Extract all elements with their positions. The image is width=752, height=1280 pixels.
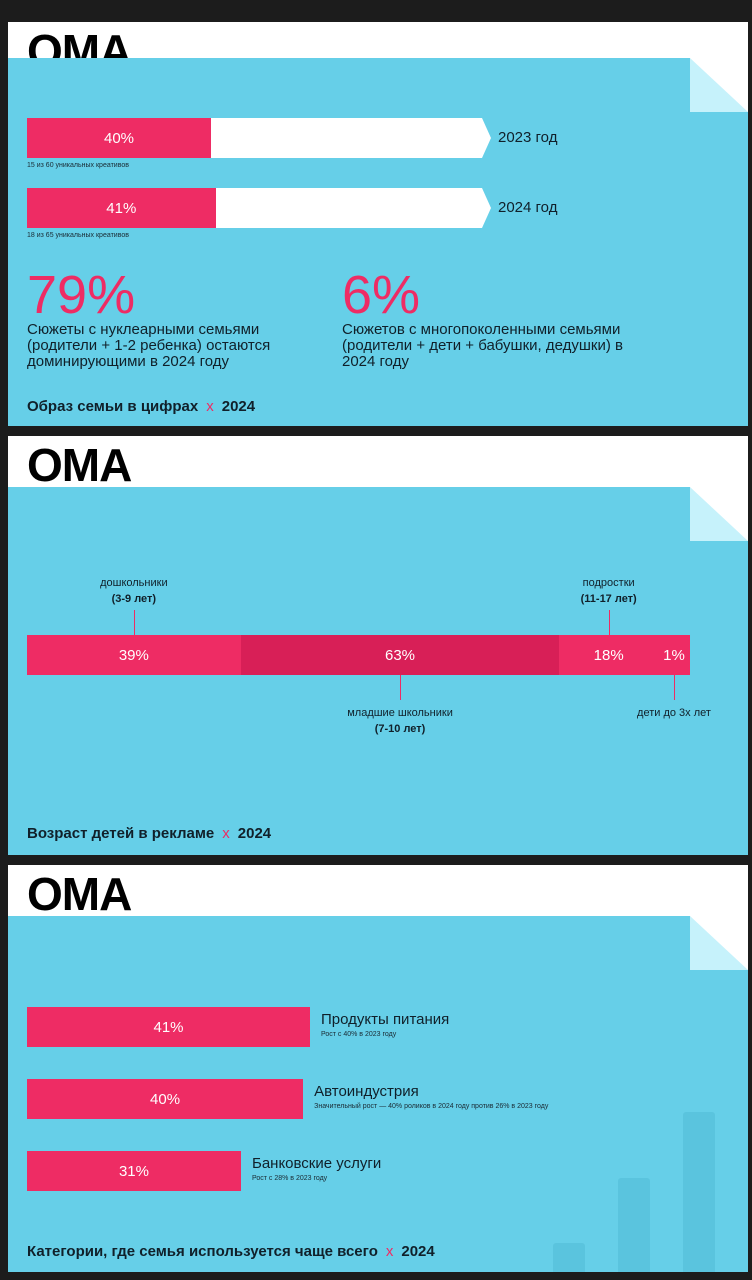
footer-title: Категории, где семья используется чаще в…	[27, 1243, 378, 1260]
callout-range: (3-9 лет)	[111, 593, 157, 605]
callout-name: дошкольники	[100, 577, 168, 589]
callout-range: (7-10 лет)	[374, 723, 426, 735]
footer-sep: x	[222, 825, 230, 842]
slide-footer: Возраст детей в рекламе x 2024	[27, 825, 271, 842]
slide-footer: Категории, где семья используется чаще в…	[27, 1243, 435, 1260]
age-segment: 39%	[27, 635, 241, 675]
decorative-bar	[553, 1243, 585, 1272]
bar-note: 18 из 65 уникальных креативов	[27, 232, 129, 239]
category-bar: 40%	[27, 1079, 304, 1119]
footer-year: 2024	[221, 398, 256, 415]
decorative-bar	[683, 1112, 715, 1272]
segment-label: 18%	[593, 646, 624, 664]
bar-fill: 40%	[27, 118, 211, 158]
category-name: Банковские услуги	[251, 1155, 382, 1172]
slide-children-age: OMA 39% дошкольники (3-9 лет) 63% младшие …	[8, 436, 748, 855]
category-note: Значительный рост — 40% роликов в 2024 г…	[314, 1103, 549, 1110]
stat-nuclear: 79% Сюжеты с нуклеарными семьями (родите…	[27, 268, 307, 370]
category-bar: 31%	[27, 1151, 241, 1191]
age-segment: 63%	[240, 635, 560, 675]
stat-value: 79%	[27, 265, 136, 325]
bar-label: 31%	[118, 1162, 149, 1180]
bar-label: 40%	[103, 129, 135, 147]
footer-sep: x	[206, 398, 214, 415]
callout-name: подростки	[582, 577, 635, 589]
year-bar: 40%	[27, 118, 497, 158]
callout-name: младшие школьники	[347, 707, 453, 719]
segment-callout: дети до 3х лет	[604, 705, 744, 721]
callout-range: (11-17 лет)	[580, 593, 637, 605]
callout-name: дети до 3х лет	[637, 707, 711, 719]
bar-year: 2023 год	[498, 129, 558, 146]
page-fold-icon	[690, 58, 748, 112]
category-name: Продукты питания	[321, 1011, 450, 1028]
slide-background: 39% дошкольники (3-9 лет) 63% младшие школ…	[8, 487, 748, 855]
segment-callout: подростки (11-17 лет)	[549, 575, 669, 607]
age-segment: 18%	[559, 635, 658, 675]
footer-year: 2024	[237, 825, 272, 842]
age-segment: 1%	[658, 635, 690, 675]
callout-line	[608, 610, 610, 635]
footer-title: Возраст детей в рекламе	[27, 825, 215, 842]
segment-callout: младшие школьники (7-10 лет)	[330, 705, 470, 737]
segment-callout: дошкольники (3-9 лет)	[74, 575, 194, 607]
slide-family-figures: OMA 40% 15 из 60 уникальных креативов 20…	[8, 22, 748, 426]
stat-text: Сюжетов с многопоколенными семьями (роди…	[342, 321, 623, 370]
slide-background: 40% 15 из 60 уникальных креативов 2023 г…	[8, 58, 748, 426]
footer-year: 2024	[401, 1243, 435, 1260]
oma-logo: OMA	[27, 439, 132, 491]
footer-sep: x	[385, 1243, 394, 1260]
bar-label: 40%	[150, 1090, 181, 1108]
year-bar: 41%	[27, 188, 497, 228]
segment-label: 1%	[663, 646, 685, 664]
category-bar: 41%	[27, 1007, 310, 1047]
category-name: Автоиндустрия	[314, 1083, 419, 1100]
bar-label: 41%	[106, 199, 137, 217]
oma-logo: OMA	[27, 868, 132, 920]
page-fold-icon	[690, 916, 748, 970]
bar-label: 41%	[153, 1018, 184, 1036]
bar-note: 15 из 60 уникальных креативов	[27, 162, 129, 169]
category-note: Рост с 40% в 2023 году	[321, 1031, 397, 1038]
slide-background: 41% Продукты питания Рост с 40% в 2023 г…	[8, 916, 748, 1272]
stat-text: Сюжеты с нуклеарными семьями (родители +…	[27, 321, 271, 370]
slide-footer: Образ семьи в цифрах x 2024	[27, 398, 255, 415]
callout-line	[133, 610, 135, 635]
callout-line	[400, 675, 402, 700]
segment-label: 39%	[118, 646, 149, 664]
stat-value: 6%	[342, 265, 421, 325]
decorative-bar	[618, 1178, 650, 1272]
bar-year: 2024 год	[498, 199, 558, 216]
slide-categories: OMA 41% Продукты питания Рост с 40% в 20…	[8, 865, 748, 1272]
bar-fill: 41%	[27, 188, 216, 228]
callout-line	[674, 675, 675, 700]
page-fold-icon	[690, 487, 748, 541]
segment-label: 63%	[385, 646, 416, 664]
stat-multigen: 6% Сюжетов с многопоколенными семьями (р…	[342, 268, 642, 370]
category-note: Рост с 28% в 2023 году	[251, 1175, 328, 1182]
footer-title: Образ семьи в цифрах	[27, 398, 199, 415]
